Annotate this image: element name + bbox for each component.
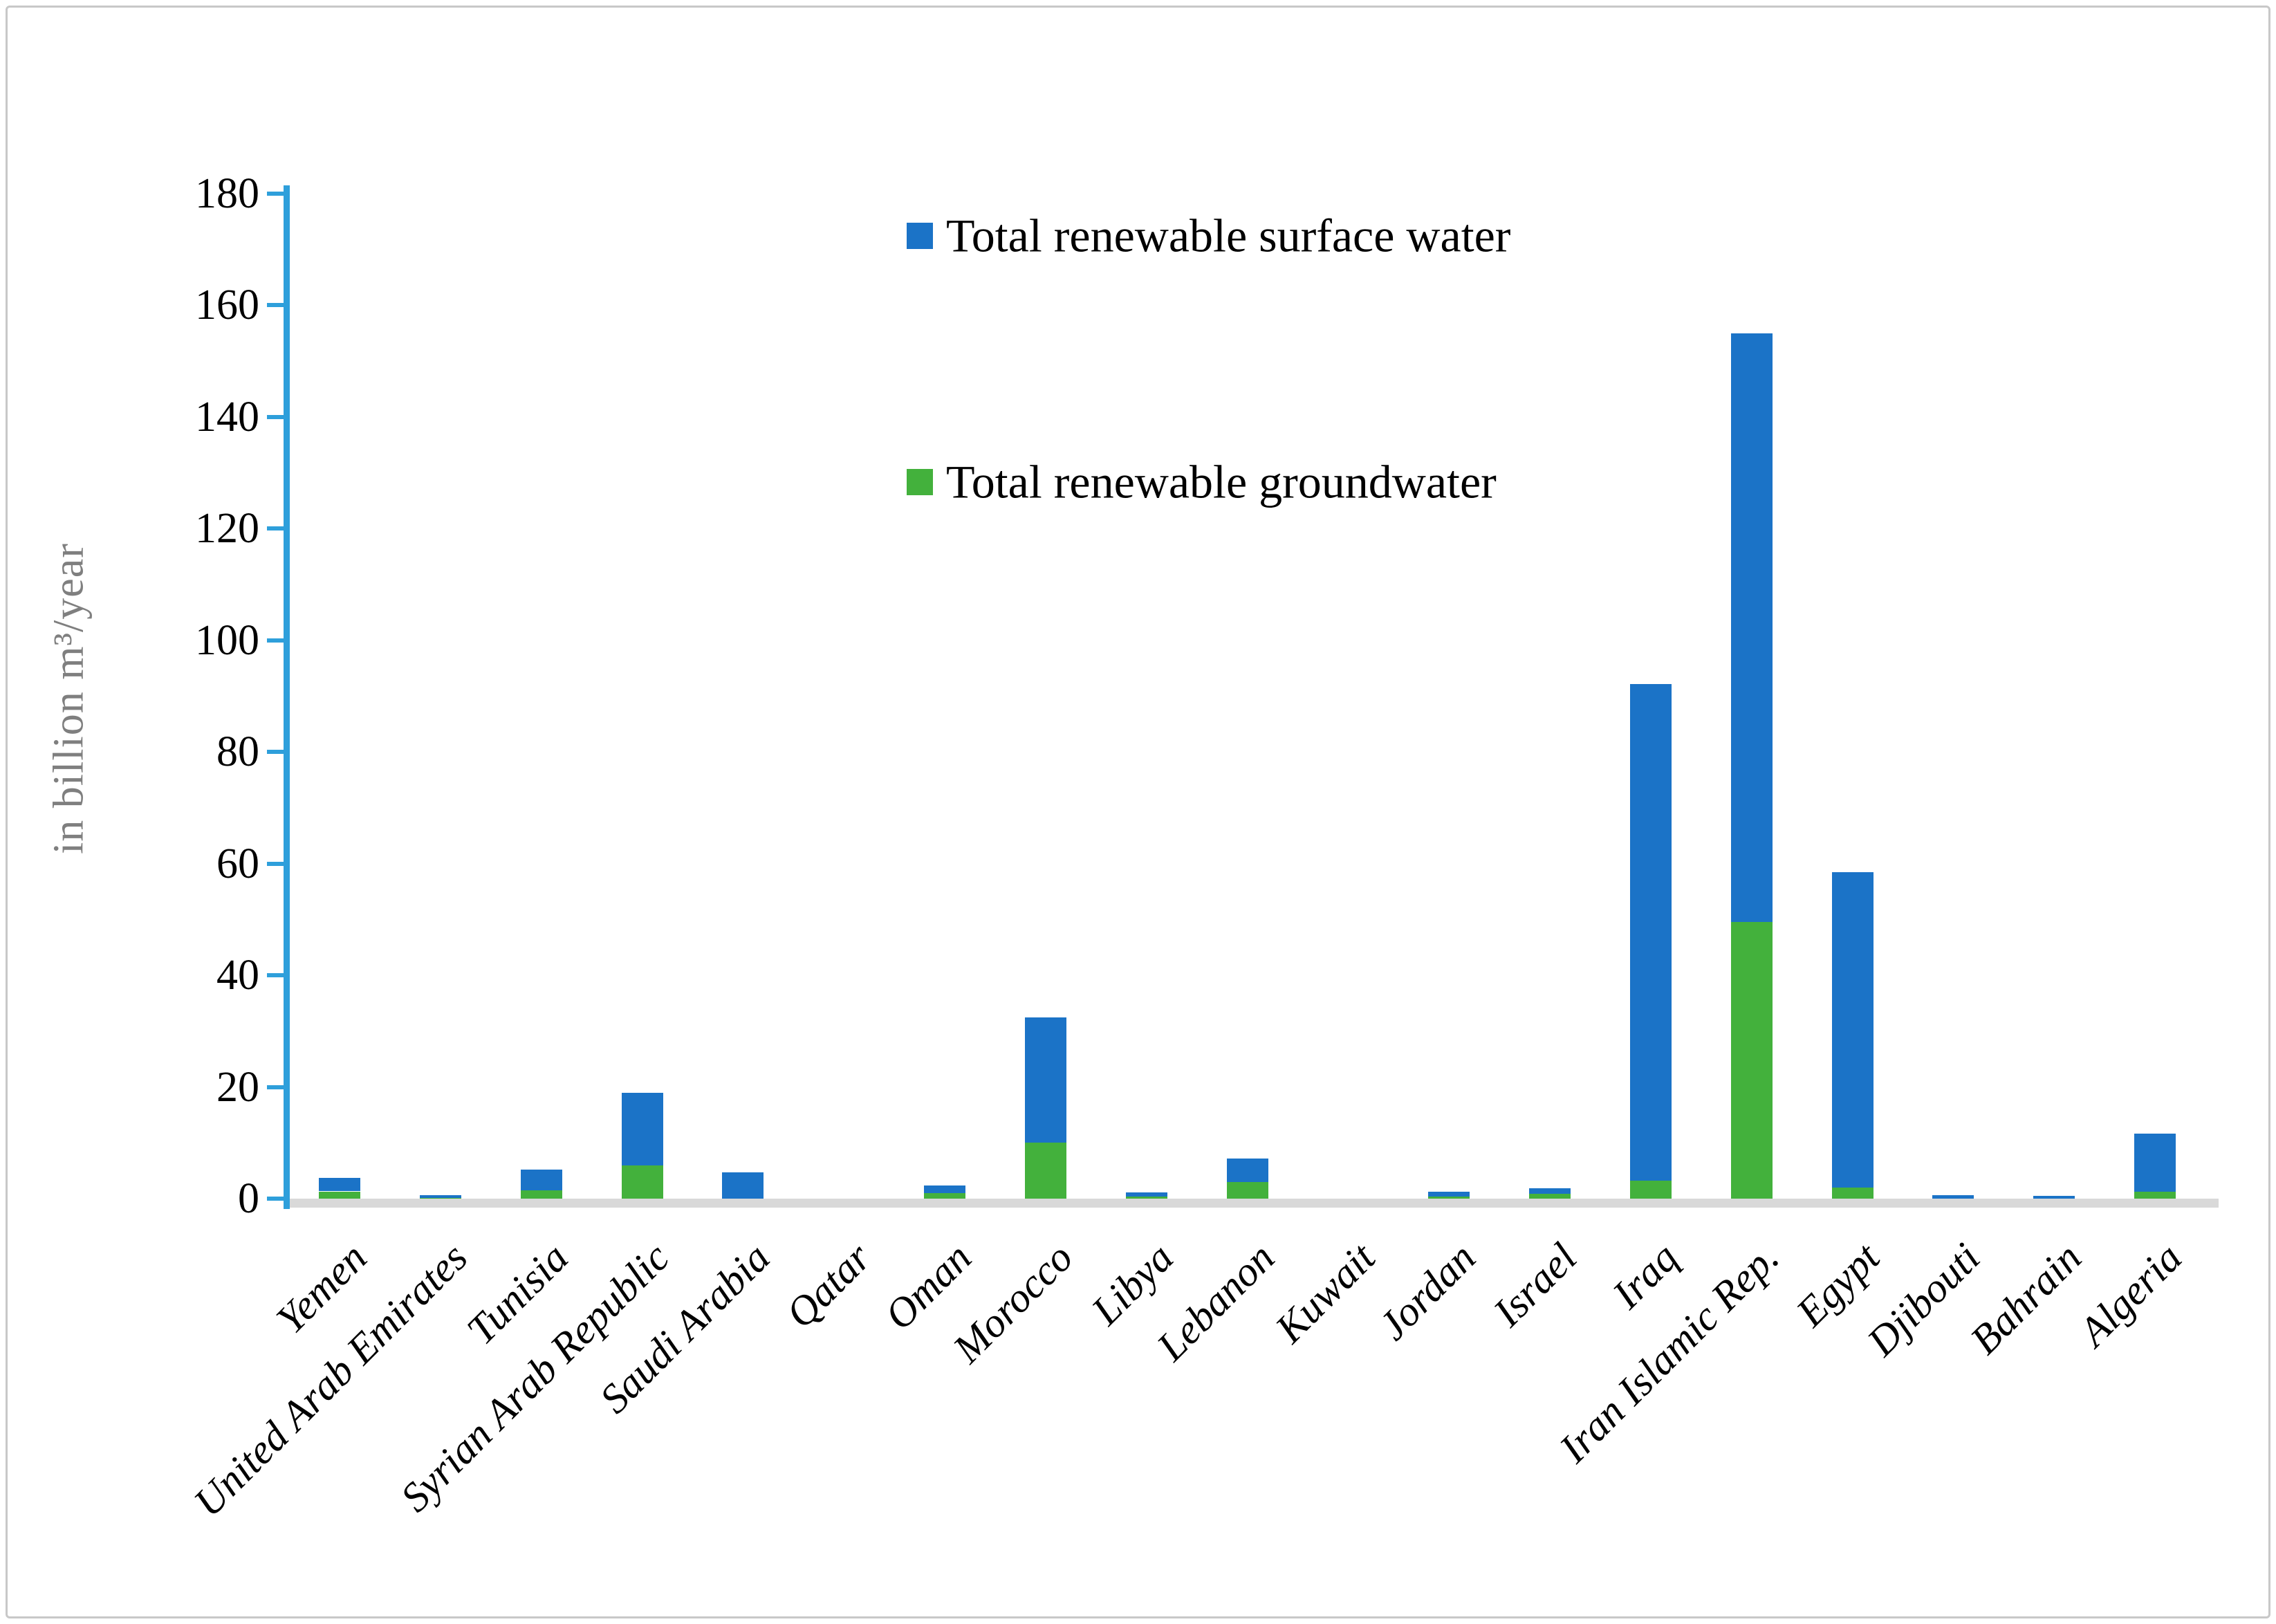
bar-groundwater-algeria — [2134, 1192, 2176, 1199]
bar-surface-water-lebanon — [1226, 1158, 1268, 1182]
x-axis-label-kuwait: Kuwait — [1266, 1234, 1384, 1351]
bar-surface-water-djibouti — [1932, 1195, 1974, 1199]
bar-groundwater-syrian-arab-republic — [621, 1165, 663, 1199]
bar-surface-water-egypt — [1831, 871, 1873, 1188]
bar-groundwater-lebanon — [1226, 1181, 1268, 1199]
y-tick-label: 140 — [195, 393, 259, 441]
y-tick-label: 0 — [238, 1175, 259, 1222]
y-tick-mark — [267, 192, 289, 196]
bar-surface-water-tunisia — [520, 1170, 562, 1190]
bar-surface-water-united-arab-emirates — [419, 1195, 461, 1199]
x-axis-label-iraq: Iraq — [1603, 1234, 1687, 1318]
bar-groundwater-oman — [924, 1192, 966, 1199]
y-tick-label: 20 — [216, 1063, 259, 1111]
bar-surface-water-morocco — [1024, 1017, 1066, 1143]
bar-groundwater-iran-islamic-rep- — [1730, 922, 1773, 1199]
y-tick-mark — [267, 303, 289, 308]
y-axis-line — [284, 185, 290, 1209]
bar-groundwater-israel — [1529, 1193, 1571, 1199]
bar-groundwater-egypt — [1831, 1187, 1873, 1199]
bar-surface-water-oman — [924, 1185, 966, 1193]
bar-surface-water-jordan — [1428, 1191, 1470, 1197]
bar-groundwater-tunisia — [520, 1190, 562, 1199]
bar-surface-water-syrian-arab-republic — [621, 1092, 663, 1165]
bar-surface-water-algeria — [2134, 1133, 2176, 1192]
y-tick-label: 160 — [195, 282, 259, 329]
x-axis-label-jordan: Jordan — [1370, 1234, 1485, 1349]
y-tick-mark — [267, 526, 289, 531]
y-tick-label: 60 — [216, 840, 259, 887]
bar-groundwater-united-arab-emirates — [419, 1198, 461, 1199]
y-tick-mark — [267, 638, 289, 643]
y-tick-mark — [267, 1197, 289, 1201]
legend-label: Total renewable surface water — [946, 209, 1511, 262]
bar-groundwater-yemen — [319, 1191, 360, 1199]
y-tick-mark — [267, 973, 289, 978]
bar-groundwater-morocco — [1024, 1143, 1066, 1199]
y-tick-mark — [267, 861, 289, 866]
x-axis-label-bahrain: Bahrain — [1961, 1234, 2090, 1363]
bar-surface-water-iraq — [1629, 683, 1672, 1181]
y-tick-mark — [267, 414, 289, 419]
bar-surface-water-yemen — [319, 1178, 360, 1192]
bar-surface-water-iran-islamic-rep- — [1730, 333, 1773, 923]
x-axis-label-qatar: Qatar — [777, 1234, 880, 1337]
bar-surface-water-libya — [1125, 1192, 1167, 1197]
bar-groundwater-jordan — [1428, 1196, 1470, 1199]
y-tick-mark — [267, 1085, 289, 1089]
y-tick-label: 40 — [216, 952, 259, 999]
bar-groundwater-libya — [1125, 1196, 1167, 1199]
y-tick-label: 120 — [195, 505, 259, 553]
y-tick-label: 180 — [195, 170, 259, 217]
y-tick-label: 100 — [195, 616, 259, 664]
x-axis-label-djibouti: Djibouti — [1858, 1234, 1989, 1365]
y-axis-title: in billion m³/year — [45, 543, 93, 854]
x-axis-label-israel: Israel — [1484, 1234, 1586, 1336]
x-axis-baseline — [290, 1199, 2219, 1208]
legend-label: Total renewable groundwater — [946, 455, 1497, 508]
bar-groundwater-iraq — [1629, 1181, 1672, 1199]
x-axis-label-algeria: Algeria — [2070, 1234, 2191, 1355]
bar-surface-water-saudi-arabia — [722, 1172, 764, 1199]
y-tick-mark — [267, 750, 289, 755]
blue-square-icon — [907, 223, 933, 249]
bar-surface-water-bahrain — [2033, 1195, 2075, 1199]
y-tick-label: 80 — [216, 728, 259, 776]
green-square-icon — [907, 469, 933, 495]
bar-surface-water-israel — [1529, 1188, 1571, 1194]
